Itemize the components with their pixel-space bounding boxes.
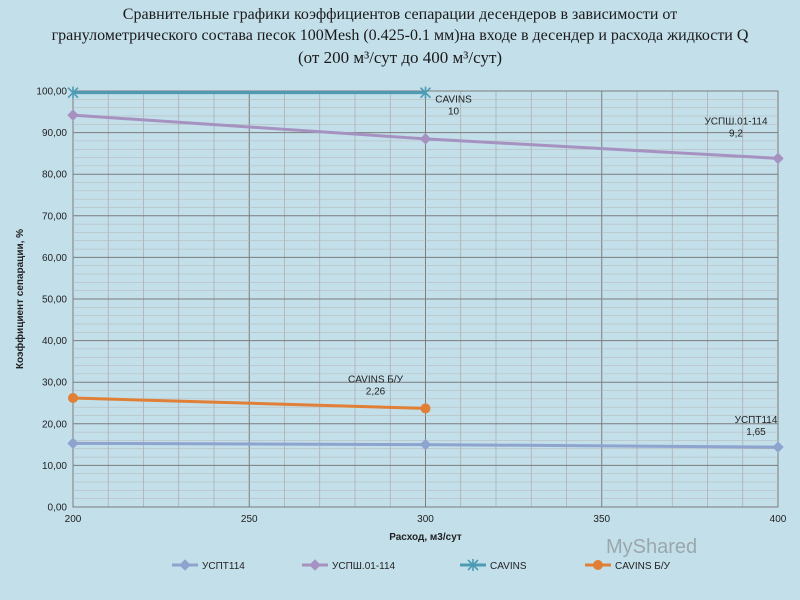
y-tick-label: 100,00	[36, 87, 67, 98]
data-point	[772, 152, 784, 165]
data-point	[772, 441, 784, 453]
data-point	[67, 437, 79, 450]
data-label-name: УСПШ.01-114	[704, 116, 768, 127]
watermark-logo: MyShared	[606, 536, 698, 558]
legend-marker	[593, 560, 603, 570]
x-tick-label: 400	[770, 514, 787, 525]
y-tick-label: 90,00	[42, 128, 67, 139]
data-label-name: УСПТ114	[735, 415, 778, 426]
y-tick-label: 0,00	[48, 503, 68, 514]
y-axis-title: Коэффициент сепарации, %	[14, 229, 26, 369]
x-tick-label: 250	[241, 514, 258, 525]
legend-label: УСПШ.01-114	[332, 561, 396, 572]
legend-label: CAVINS Б/У	[615, 561, 671, 572]
legend-label: CAVINS	[490, 561, 527, 572]
series-2	[67, 86, 432, 99]
series-0	[67, 437, 784, 453]
data-point	[419, 133, 432, 145]
title-line-1: Сравнительные графики коэффициентов сепа…	[122, 6, 678, 23]
x-axis-title: Расход, м3/сут	[389, 532, 462, 543]
data-point	[67, 86, 79, 99]
y-tick-label: 30,00	[42, 378, 67, 389]
chart-title: Сравнительные графики коэффициентов сепа…	[0, 4, 800, 69]
data-label-value: 10	[448, 107, 460, 118]
series-3	[68, 393, 431, 414]
title-line-3: (от 200 м³/сут до 400 м³/сут)	[297, 48, 503, 67]
data-label-value: 2,26	[366, 386, 386, 397]
data-point	[67, 109, 79, 121]
y-tick-label: 60,00	[42, 253, 67, 264]
data-point	[420, 403, 431, 414]
data-label-value: 1,65	[746, 427, 766, 438]
series-1	[67, 109, 784, 165]
y-tick-label: 70,00	[42, 211, 67, 222]
x-tick-label: 350	[593, 514, 610, 525]
x-tick-label: 300	[417, 514, 434, 525]
legend-label: УСПТ114	[202, 561, 245, 572]
legend-marker	[467, 559, 479, 571]
x-tick-label: 200	[65, 514, 82, 525]
legend-marker	[179, 559, 191, 571]
data-point	[68, 393, 78, 404]
title-line-2: гранулометрического состава песок 100Mes…	[51, 27, 749, 44]
data-label-value: 9,2	[729, 128, 743, 139]
data-label-name: CAVINS	[435, 95, 472, 106]
data-label-name: CAVINS Б/У	[348, 374, 404, 385]
data-point	[419, 86, 432, 99]
y-tick-label: 80,00	[42, 170, 67, 181]
y-tick-label: 50,00	[42, 295, 67, 306]
y-tick-label: 20,00	[42, 419, 67, 430]
y-tick-label: 40,00	[42, 336, 67, 347]
data-point	[419, 438, 432, 451]
series-line	[72, 396, 426, 410]
y-tick-label: 10,00	[42, 461, 67, 472]
legend-marker	[309, 559, 321, 571]
